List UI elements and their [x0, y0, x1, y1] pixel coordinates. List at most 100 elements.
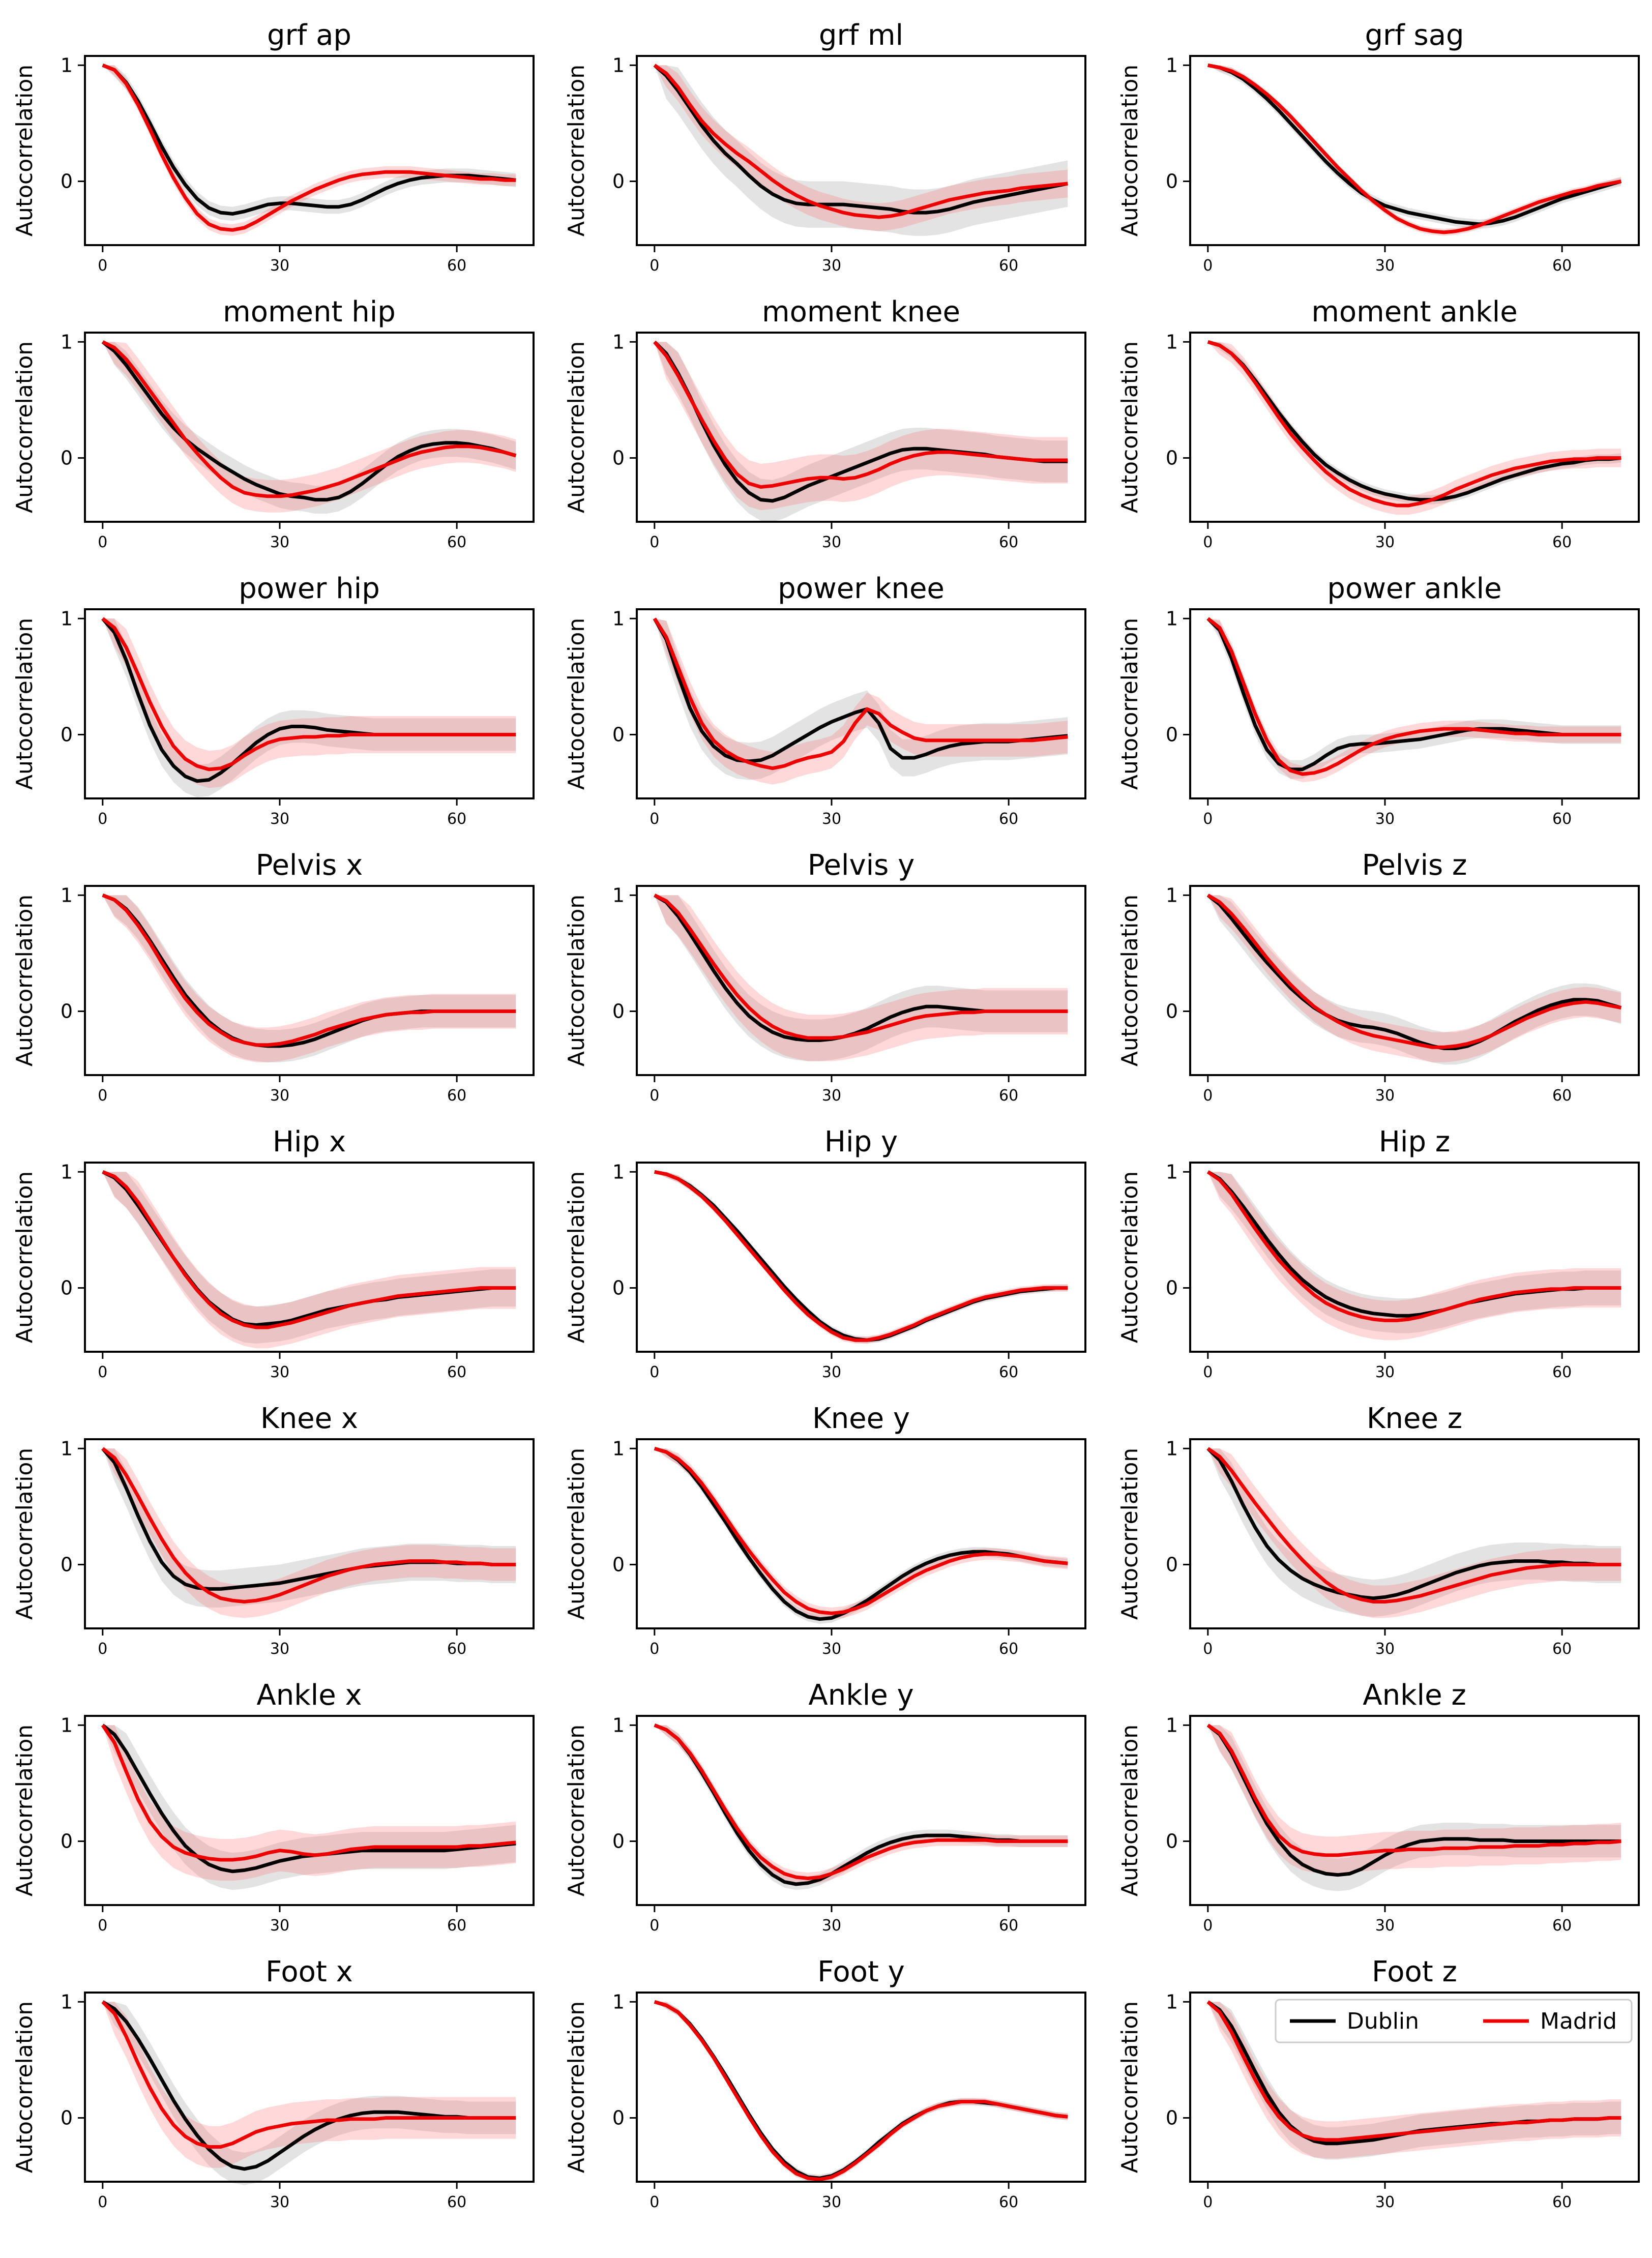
xtick-label: 30: [822, 1363, 841, 1381]
panel-title: Knee y: [812, 1402, 910, 1435]
xtick-label: 60: [999, 533, 1018, 551]
panel-title: moment ankle: [1311, 295, 1517, 329]
xtick-label: 30: [270, 810, 289, 828]
xtick-label: 30: [1375, 533, 1395, 551]
panel-title: moment hip: [223, 295, 396, 329]
y-axis-label: Autocorrelation: [1117, 341, 1143, 513]
y-axis-label: Autocorrelation: [564, 1725, 589, 1896]
ytick-label: 0: [61, 447, 73, 469]
panel-pelvis-y: 0 1 0 30 60 Pelvis y Autocorrelation: [564, 849, 1086, 1105]
axes-frame-pelvis-y: [636, 885, 1086, 1076]
panel-title: Ankle y: [808, 1679, 913, 1712]
xtick-label: 0: [650, 1917, 659, 1935]
band-dublin-power-hip: [102, 618, 516, 797]
ytick-label: 1: [1166, 607, 1178, 630]
band-madrid-pelvis-y: [654, 895, 1068, 1061]
band-madrid-power-ankle: [1207, 618, 1621, 782]
line-dublin-knee-y: [654, 1446, 1068, 1621]
line-madrid-ankle-y: [654, 1724, 1068, 1880]
ytick-label: 1: [1166, 1161, 1178, 1183]
line-madrid-foot-x: [101, 2000, 516, 2149]
xtick-label: 30: [270, 533, 289, 551]
ytick-label: 1: [61, 1714, 73, 1736]
xtick-label: 0: [98, 1917, 107, 1935]
y-axis-label: Autocorrelation: [564, 65, 589, 236]
xtick-label: 30: [822, 1640, 841, 1658]
xtick-label: 0: [98, 810, 107, 828]
band-madrid-hip-z: [1207, 1172, 1621, 1341]
line-dublin-moment-hip: [101, 340, 517, 502]
ytick-label: 1: [61, 1437, 73, 1460]
line-madrid-moment-hip: [102, 340, 517, 498]
panel-title: Pelvis y: [808, 849, 915, 882]
panel-foot-y: 0 1 0 30 60 Foot y Autocorrelation: [564, 1955, 1086, 2211]
panel-grf-sag: 0 1 0 30 60 grf sag Autocorrelation: [1117, 19, 1640, 275]
xtick-label: 0: [1203, 1087, 1213, 1105]
xtick-label: 30: [822, 2193, 841, 2211]
band-madrid-moment-hip: [102, 342, 516, 513]
line-dublin-knee-z: [1206, 1447, 1621, 1600]
axes-frame-knee-y: [636, 1438, 1086, 1629]
xtick-label: 30: [822, 533, 841, 551]
xtick-label: 30: [1375, 257, 1395, 275]
xtick-label: 0: [1203, 533, 1213, 551]
panel-title: Ankle z: [1363, 1679, 1466, 1712]
band-dublin-ankle-z: [1207, 1725, 1621, 1891]
xtick-label: 30: [822, 1087, 841, 1105]
axes-frame-knee-z: [1189, 1438, 1640, 1629]
band-dublin-knee-y: [654, 1448, 1068, 1624]
band-dublin-grf-ap: [102, 65, 516, 221]
line-madrid-ankle-z: [1206, 1724, 1621, 1857]
band-madrid-knee-x: [102, 1448, 516, 1618]
xtick-label: 60: [447, 1087, 466, 1105]
xtick-label: 60: [1552, 1640, 1572, 1658]
panel-pelvis-z: 0 1 0 30 60 Pelvis z Autocorrelation: [1117, 849, 1640, 1105]
band-madrid-foot-x: [102, 2002, 516, 2168]
band-madrid-foot-z: [1207, 2002, 1621, 2159]
ytick-label: 1: [61, 331, 73, 353]
line-madrid-foot-y: [654, 2000, 1068, 2181]
ytick-label: 0: [612, 2106, 625, 2129]
axes-frame-ankle-y: [636, 1715, 1086, 1906]
xtick-label: 60: [447, 533, 466, 551]
ytick-label: 0: [61, 723, 73, 746]
ytick-label: 0: [612, 723, 625, 746]
xtick-label: 30: [270, 2193, 289, 2211]
band-madrid-grf-ml: [654, 65, 1068, 231]
xtick-label: 30: [1375, 1640, 1395, 1658]
y-axis-label: Autocorrelation: [12, 1448, 38, 1620]
line-madrid-grf-sag: [1207, 63, 1621, 234]
panel-title: power hip: [239, 572, 379, 605]
xtick-label: 60: [1552, 1087, 1572, 1105]
legend-label-madrid: Madrid: [1540, 2008, 1617, 2034]
panel-power-ankle: 0 1 0 30 60 power ankle Autocorrelation: [1117, 572, 1640, 828]
xtick-label: 30: [1375, 2193, 1395, 2211]
ytick-label: 1: [61, 54, 73, 76]
panel-ankle-z: 0 1 0 30 60 Ankle z Autocorrelation: [1117, 1679, 1640, 1935]
axes-frame-moment-hip: [84, 332, 535, 523]
axes-frame-ankle-z: [1189, 1715, 1640, 1906]
ytick-label: 0: [1166, 1000, 1178, 1022]
ytick-label: 0: [61, 1276, 73, 1299]
band-madrid-ankle-y: [654, 1725, 1068, 1884]
line-madrid-power-hip: [101, 617, 516, 771]
ytick-label: 1: [1166, 1990, 1178, 2013]
xtick-label: 30: [822, 1917, 841, 1935]
xtick-label: 0: [1203, 1917, 1213, 1935]
band-madrid-hip-x: [102, 1172, 516, 1349]
band-dublin-foot-x: [102, 2002, 516, 2185]
panel-title: Pelvis z: [1362, 849, 1467, 882]
ytick-label: 0: [1166, 1553, 1178, 1576]
ytick-label: 0: [612, 447, 625, 469]
band-dublin-moment-hip: [102, 342, 516, 514]
line-madrid-moment-ankle: [1207, 340, 1621, 508]
line-madrid-knee-z: [1206, 1447, 1621, 1603]
ytick-label: 0: [1166, 1276, 1178, 1299]
panel-foot-x: 0 1 0 30 60 Foot x Autocorrelation: [12, 1955, 535, 2211]
y-axis-label: Autocorrelation: [564, 618, 589, 790]
ytick-label: 0: [1166, 447, 1178, 469]
ytick-label: 1: [612, 1161, 625, 1183]
xtick-label: 60: [999, 1640, 1018, 1658]
band-dublin-foot-z: [1207, 2002, 1621, 2160]
ytick-label: 1: [1166, 1437, 1178, 1460]
